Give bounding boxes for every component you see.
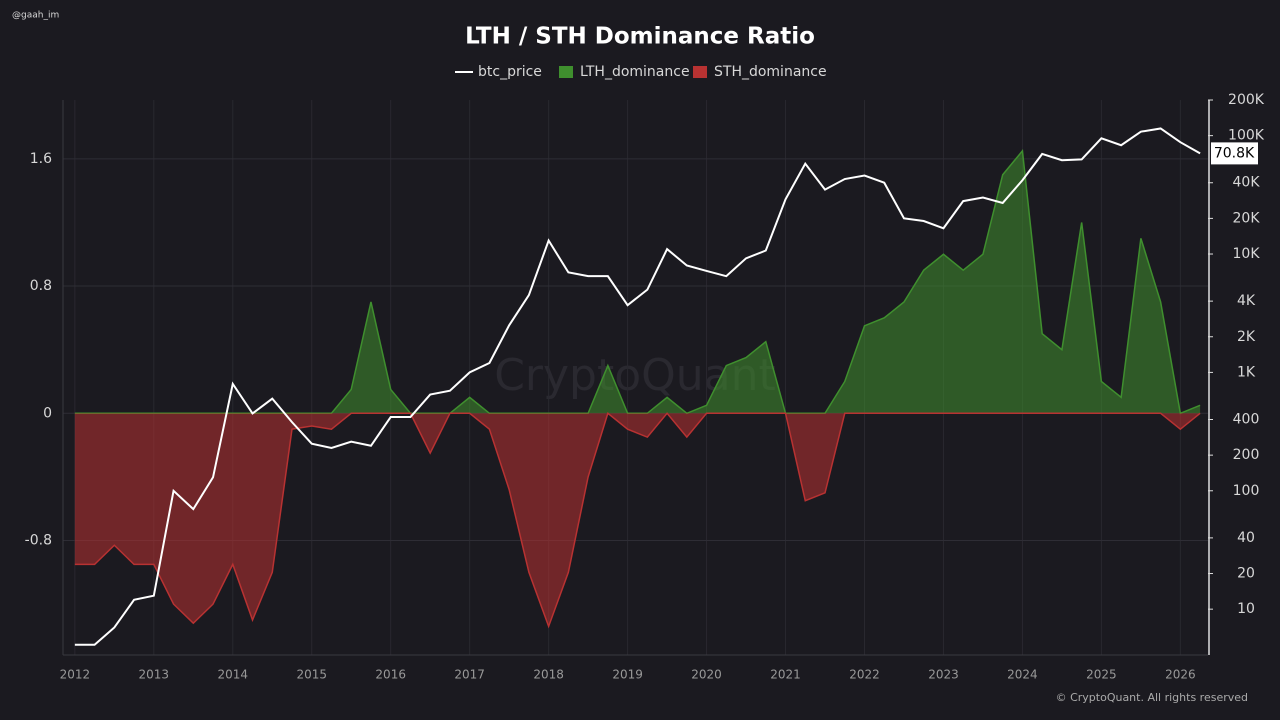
x-tick-label: 2026 — [1165, 668, 1196, 682]
copyright: © CryptoQuant. All rights reserved — [1056, 691, 1248, 704]
x-tick-label: 2025 — [1086, 668, 1117, 682]
y2-tick-label: 2K — [1237, 329, 1256, 345]
x-tick-label: 2017 — [454, 668, 485, 682]
y-tick-label: 0.8 — [30, 278, 52, 294]
y2-tick-label: 20 — [1237, 566, 1255, 582]
x-tick-label: 2023 — [928, 668, 959, 682]
y-tick-label: -0.8 — [25, 533, 52, 549]
y2-tick-label: 400 — [1233, 412, 1260, 428]
last-value-label: 70.8K — [1214, 145, 1255, 161]
legend-label: btc_price — [478, 64, 542, 80]
x-tick-label: 2012 — [60, 668, 91, 682]
x-tick-label: 2016 — [375, 668, 406, 682]
legend-label: STH_dominance — [714, 64, 827, 80]
area-line — [74, 412, 1201, 629]
y2-tick-label: 10K — [1233, 246, 1261, 262]
legend-swatch — [693, 66, 707, 78]
chart-title: LTH / STH Dominance Ratio — [465, 24, 815, 50]
x-tick-label: 2018 — [533, 668, 564, 682]
y-tick-label: 1.6 — [30, 151, 52, 167]
y2-tick-label: 20K — [1233, 210, 1261, 226]
x-tick-label: 2014 — [218, 668, 249, 682]
legend-swatch — [559, 66, 573, 78]
area-fill — [74, 413, 1201, 627]
y2-tick-label: 40K — [1233, 175, 1261, 191]
area-fill — [74, 150, 1201, 414]
x-tick-label: 2024 — [1007, 668, 1038, 682]
x-tick-label: 2020 — [691, 668, 722, 682]
handle: @gaah_im — [12, 11, 59, 21]
x-tick-label: 2015 — [296, 668, 327, 682]
legend-label: LTH_dominance — [580, 64, 690, 80]
x-tick-label: 2021 — [770, 668, 801, 682]
x-tick-label: 2019 — [612, 668, 643, 682]
x-tick-label: 2022 — [849, 668, 880, 682]
y2-tick-label: 100K — [1228, 128, 1265, 144]
y2-tick-label: 200K — [1228, 92, 1265, 108]
y2-tick-label: 40 — [1237, 530, 1255, 546]
last-value-box — [1211, 142, 1258, 165]
y2-tick-label: 10 — [1237, 601, 1255, 617]
price-line — [74, 127, 1201, 646]
y2-tick-label: 200 — [1233, 447, 1260, 463]
y2-tick-label: 4K — [1237, 293, 1256, 309]
y-tick-label: 0 — [43, 405, 52, 421]
y2-tick-label: 100 — [1233, 483, 1260, 499]
x-tick-label: 2013 — [139, 668, 170, 682]
y2-tick-label: 1K — [1237, 364, 1256, 380]
